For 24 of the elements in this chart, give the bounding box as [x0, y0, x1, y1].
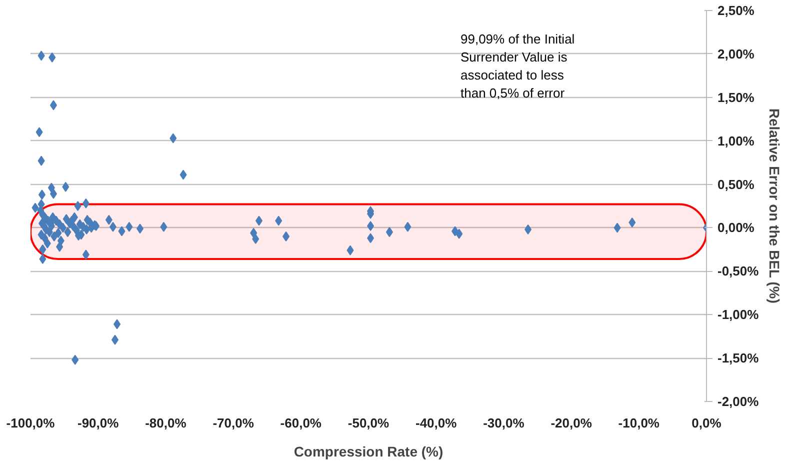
y-tick-label: -1,00%	[718, 307, 760, 322]
y-tick-label: -0,50%	[718, 264, 760, 279]
annotation: 99,09% of the Initial Surrender Value is associated to less than 0,5% of error	[460, 32, 575, 100]
x-tick-label: -70,0%	[212, 416, 254, 430]
y-axis-title: Relative Error on the BEL (%)	[766, 108, 783, 304]
x-tick-label: -20,0%	[550, 416, 592, 430]
x-tick-label: -40,0%	[416, 416, 458, 430]
y-tick-label: 2,50%	[718, 3, 755, 18]
y-tick-label: 0,50%	[718, 176, 755, 192]
x-tick-label: -90,0%	[78, 416, 120, 430]
x-tick-label: -10,0%	[618, 416, 660, 430]
x-axis-title: Compression Rate (%)	[294, 444, 444, 460]
y-tick-label: 0,00%	[718, 220, 755, 236]
x-tick-label: -60,0%	[280, 416, 322, 430]
x-tick-label: 0,0%	[692, 416, 722, 430]
y-tick-label: -2,00%	[718, 394, 760, 409]
x-tick-label: -30,0%	[483, 416, 525, 430]
x-tick-label: -100,0%	[6, 416, 56, 430]
x-tick-label: -50,0%	[348, 416, 390, 430]
y-tick-label: 1,50%	[718, 90, 755, 105]
y-tick-label: 1,00%	[718, 133, 755, 148]
y-tick-label: -1,50%	[718, 350, 760, 366]
y-tick-label: 2,00%	[718, 46, 755, 62]
x-tick-label: -80,0%	[145, 416, 187, 430]
